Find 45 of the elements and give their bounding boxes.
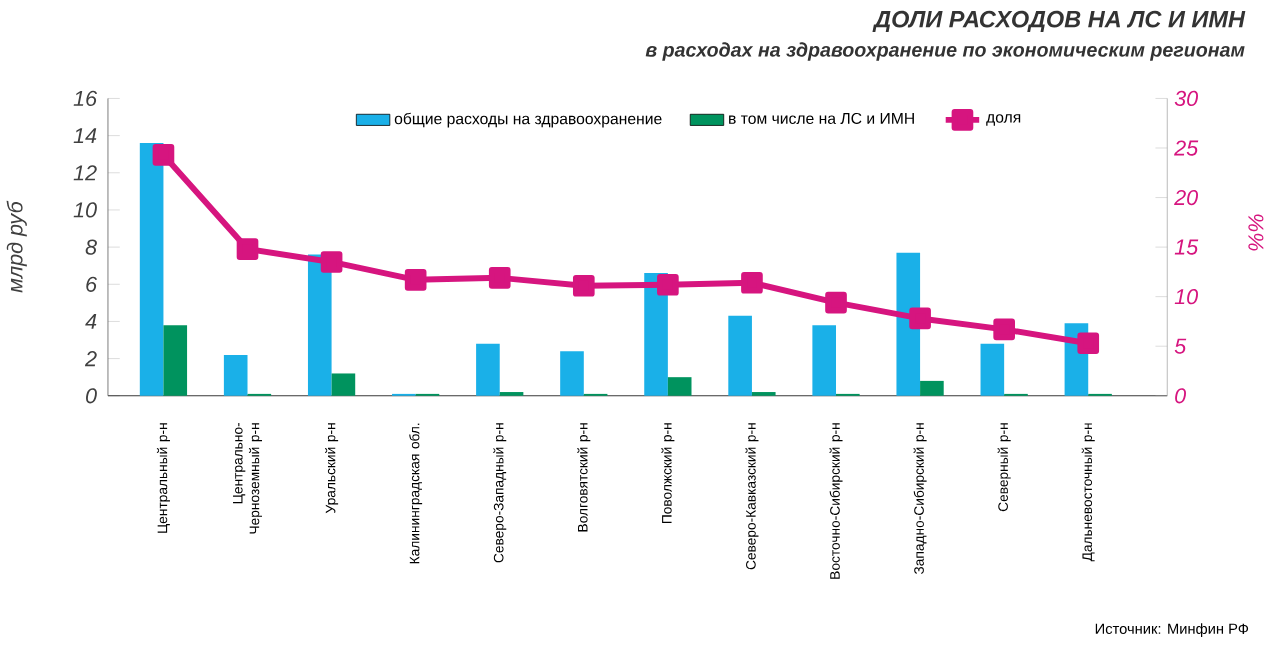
bar (307, 254, 332, 396)
bar (476, 343, 500, 396)
y-tick-label: 12 (73, 165, 97, 181)
y-tick-label: 8 (85, 239, 97, 255)
bar (920, 380, 944, 396)
chart-title: ДОЛИ РАСХОДОВ НА ЛС И ИМН (872, 10, 1246, 33)
point (236, 238, 259, 261)
bar (331, 373, 356, 396)
y2-tick-label: 15 (1174, 239, 1199, 255)
point (825, 291, 847, 314)
bar (163, 325, 188, 396)
bar (667, 377, 692, 396)
y-tick-label: 4 (85, 314, 97, 329)
point (572, 275, 595, 297)
y2-tick-label: 30 (1174, 90, 1198, 107)
point (1077, 332, 1100, 355)
point (320, 251, 343, 273)
point (993, 318, 1015, 341)
y2-tick-label: 25 (1174, 140, 1199, 156)
y-tick-label: 6 (86, 276, 98, 292)
point (657, 274, 679, 296)
chart-subtitle: в расходах на здравоохранение по экономическим регионам (645, 42, 1245, 61)
y2-tick-label: 0 (1175, 388, 1186, 404)
bar (139, 143, 164, 396)
y-tick-label: 0 (86, 388, 97, 404)
y2-axis-title: %% (1248, 214, 1264, 251)
bar (980, 343, 1005, 396)
point (488, 267, 511, 289)
y-tick-label: 16 (73, 90, 98, 107)
y-tick-label: 2 (84, 351, 97, 367)
point (404, 269, 427, 291)
point (741, 272, 763, 294)
bar (812, 325, 837, 396)
y2-tick-label: 5 (1174, 338, 1187, 354)
bar (223, 354, 248, 396)
y-axis-title: млрд руб (6, 200, 27, 293)
bar (728, 315, 752, 396)
bar (896, 252, 921, 396)
y2-tick-label: 20 (1174, 190, 1198, 206)
y2-tick-label: 10 (1174, 289, 1198, 305)
y-tick-label: 10 (73, 202, 97, 218)
point (909, 307, 931, 330)
bar (560, 351, 584, 396)
y-tick-label: 14 (73, 128, 97, 144)
point (152, 144, 175, 166)
